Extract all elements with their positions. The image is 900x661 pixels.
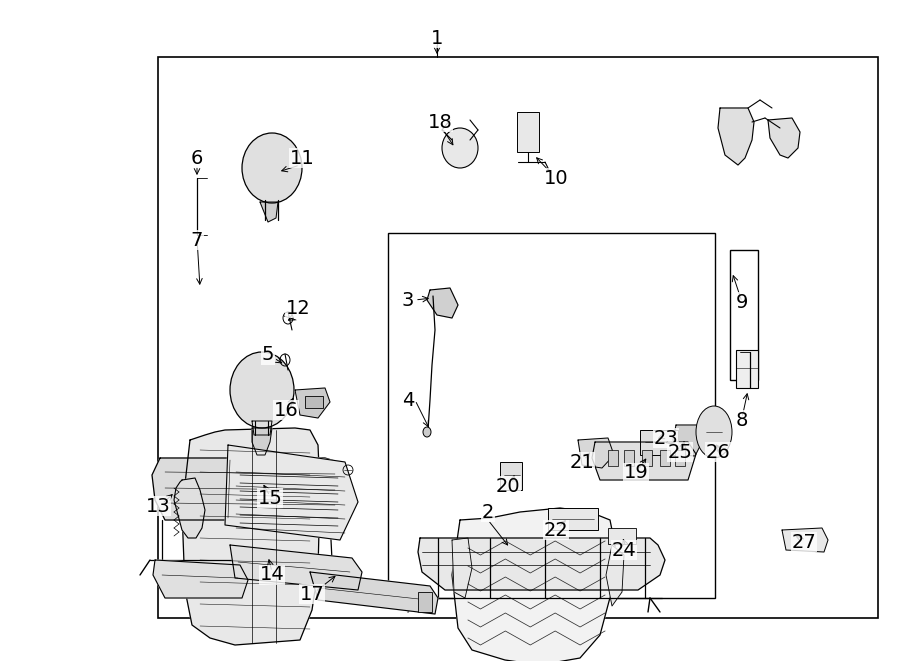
Polygon shape <box>578 438 614 468</box>
Bar <box>624 450 634 466</box>
Text: 17: 17 <box>300 584 324 603</box>
Text: 24: 24 <box>612 541 636 559</box>
Text: 26: 26 <box>706 442 731 461</box>
Bar <box>418 592 432 612</box>
Polygon shape <box>153 560 248 598</box>
Text: 4: 4 <box>401 391 414 410</box>
Bar <box>305 396 323 408</box>
Text: 12: 12 <box>285 299 310 317</box>
Text: 20: 20 <box>496 477 520 496</box>
Text: 21: 21 <box>570 453 594 471</box>
Text: 11: 11 <box>290 149 314 167</box>
Polygon shape <box>418 538 665 590</box>
Polygon shape <box>673 425 703 456</box>
Bar <box>500 462 522 490</box>
Text: 14: 14 <box>259 566 284 584</box>
Text: 8: 8 <box>736 410 748 430</box>
Polygon shape <box>606 545 624 606</box>
Bar <box>675 450 685 466</box>
Bar <box>388 233 715 598</box>
Ellipse shape <box>696 406 732 458</box>
Bar <box>608 528 636 544</box>
Polygon shape <box>592 442 696 480</box>
Text: 16: 16 <box>274 401 299 420</box>
Bar <box>548 508 598 530</box>
Text: 6: 6 <box>191 149 203 167</box>
Ellipse shape <box>442 128 478 168</box>
Polygon shape <box>310 572 438 614</box>
Polygon shape <box>452 508 615 661</box>
Text: 7: 7 <box>191 231 203 249</box>
Text: 13: 13 <box>146 496 170 516</box>
Bar <box>660 450 670 466</box>
Bar <box>158 57 878 618</box>
Bar <box>736 350 758 388</box>
Ellipse shape <box>242 133 302 203</box>
Bar <box>730 250 758 380</box>
Text: 5: 5 <box>262 346 274 364</box>
Polygon shape <box>252 428 272 455</box>
Text: 19: 19 <box>624 463 648 483</box>
Polygon shape <box>252 421 272 435</box>
Text: 10: 10 <box>544 169 568 188</box>
Polygon shape <box>718 108 754 165</box>
Ellipse shape <box>230 352 294 428</box>
Polygon shape <box>768 118 800 158</box>
Text: 15: 15 <box>257 488 283 508</box>
Text: 2: 2 <box>482 502 494 522</box>
Text: 25: 25 <box>668 442 692 461</box>
Text: 9: 9 <box>736 293 748 311</box>
Text: 1: 1 <box>431 28 443 48</box>
Polygon shape <box>174 478 205 538</box>
Bar <box>642 450 652 466</box>
Ellipse shape <box>423 427 431 437</box>
Text: 23: 23 <box>653 428 679 447</box>
Polygon shape <box>452 538 472 598</box>
Polygon shape <box>225 445 358 540</box>
Bar <box>517 112 539 152</box>
Bar <box>640 430 678 455</box>
Polygon shape <box>427 288 458 318</box>
Bar <box>608 450 618 466</box>
Text: 3: 3 <box>401 290 414 309</box>
Polygon shape <box>295 388 330 418</box>
Polygon shape <box>182 428 320 645</box>
Polygon shape <box>230 545 362 590</box>
Text: 27: 27 <box>792 533 816 551</box>
Text: 22: 22 <box>544 520 569 539</box>
Polygon shape <box>260 202 278 222</box>
Text: 18: 18 <box>428 112 453 132</box>
Polygon shape <box>152 458 350 520</box>
Polygon shape <box>782 528 828 552</box>
